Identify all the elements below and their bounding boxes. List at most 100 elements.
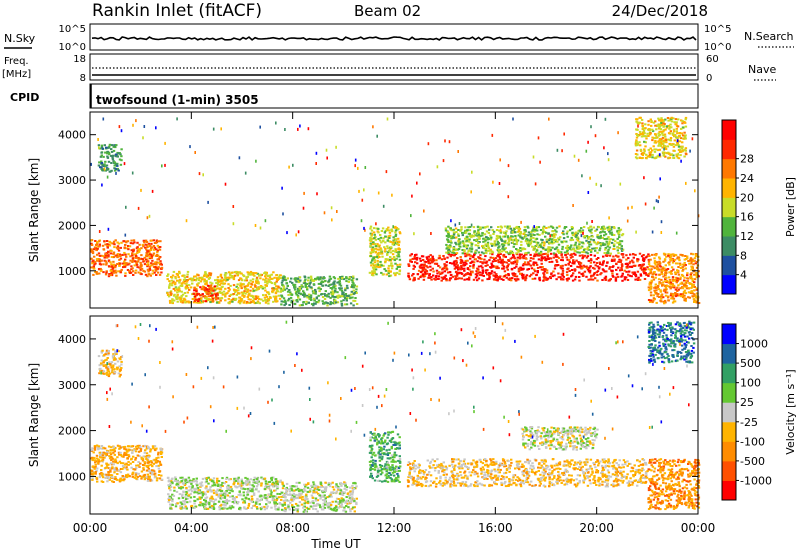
power-cell: [455, 243, 458, 246]
power-cell: [489, 266, 492, 269]
velocity-cell: [91, 473, 95, 476]
velocity-cell: [101, 476, 105, 479]
power-cell: [514, 235, 517, 237]
power-cell: [293, 277, 296, 280]
power-cell: [183, 298, 187, 301]
power-cell: [379, 247, 382, 250]
power-cell: [130, 239, 133, 242]
power-cell: [420, 263, 424, 266]
power-cell: [636, 260, 639, 263]
power-cell: [489, 252, 492, 255]
power-cell: [557, 237, 560, 240]
power-cell: [148, 257, 152, 260]
power-cell: [527, 226, 530, 229]
power-cell: [500, 238, 503, 241]
power-cell: [100, 166, 103, 169]
power-cell: [225, 272, 228, 275]
velocity-cell: [147, 445, 150, 448]
power-cell: [576, 265, 579, 268]
power-cell: [387, 267, 390, 270]
power-cell: [684, 264, 687, 266]
power-cell: [604, 248, 607, 251]
power-speckle: [90, 162, 92, 166]
power-cell: [133, 253, 136, 256]
power-cell: [206, 288, 209, 291]
velocity-cell: [126, 475, 130, 478]
power-cell: [310, 287, 314, 290]
power-cell: [667, 151, 670, 154]
power-cell: [550, 272, 553, 275]
power-cell: [669, 154, 672, 156]
power-cell: [312, 297, 316, 300]
power-cell: [257, 282, 260, 285]
power-cell: [137, 271, 140, 274]
power-cell: [429, 259, 433, 262]
power-cell: [177, 279, 181, 282]
power-cell: [282, 287, 286, 290]
power-cell: [204, 271, 207, 274]
power-cell: [393, 242, 397, 245]
power-cell: [492, 233, 495, 235]
power-speckle: [176, 117, 178, 121]
power-cell: [228, 276, 231, 279]
velocity-cell: [94, 461, 97, 464]
power-cell: [683, 297, 686, 300]
power-cell: [686, 272, 689, 275]
power-cell: [342, 299, 345, 302]
power-cell: [550, 241, 553, 243]
power-cell: [337, 294, 340, 297]
power-cell: [449, 235, 452, 238]
power-cell: [278, 297, 282, 300]
power-cell: [449, 227, 452, 230]
power-cell: [253, 274, 256, 277]
power-cell: [309, 298, 312, 300]
power-cell: [155, 241, 158, 244]
power-cell: [645, 135, 648, 138]
power-cell: [619, 259, 623, 262]
velocity-cell: [94, 463, 97, 466]
power-cell: [317, 301, 320, 304]
power-cell: [340, 287, 343, 290]
power-speckle: [689, 149, 691, 153]
power-cell: [208, 276, 211, 279]
power-cell: [288, 289, 291, 291]
power-cell: [473, 231, 476, 234]
power-cell: [317, 282, 321, 285]
power-cell: [566, 244, 569, 247]
power-cell: [205, 280, 208, 282]
power-cell: [514, 237, 517, 240]
power-cell: [384, 269, 388, 272]
power-cell: [583, 265, 587, 268]
power-cell: [647, 274, 650, 277]
power-cell: [338, 282, 342, 285]
power-cell: [488, 274, 491, 277]
power-cell: [488, 278, 491, 280]
velocity-cell: [98, 476, 101, 479]
velocity-cell: [98, 372, 101, 375]
power-cell: [350, 285, 354, 288]
power-cell: [502, 278, 505, 281]
power-cell: [119, 271, 122, 274]
power-cell: [495, 273, 498, 276]
power-cell: [394, 272, 398, 275]
power-cell: [254, 285, 257, 288]
power-cell: [670, 297, 673, 300]
power-cell: [147, 260, 150, 263]
power-cell: [669, 287, 672, 290]
power-cell: [452, 250, 455, 252]
power-cell: [106, 244, 109, 247]
power-cell: [523, 231, 526, 234]
power-cell: [375, 273, 378, 276]
power-cell: [249, 289, 252, 292]
power-cell: [429, 254, 432, 257]
velocity-cell: [101, 456, 104, 459]
power-cell: [151, 263, 154, 266]
power-cell: [379, 234, 382, 236]
power-cell: [595, 258, 598, 261]
power-cell: [461, 252, 464, 255]
power-cell: [415, 253, 418, 256]
power-cell: [166, 278, 169, 281]
power-cell: [464, 231, 467, 234]
power-cell: [566, 249, 569, 252]
power-speckle: [299, 124, 301, 128]
